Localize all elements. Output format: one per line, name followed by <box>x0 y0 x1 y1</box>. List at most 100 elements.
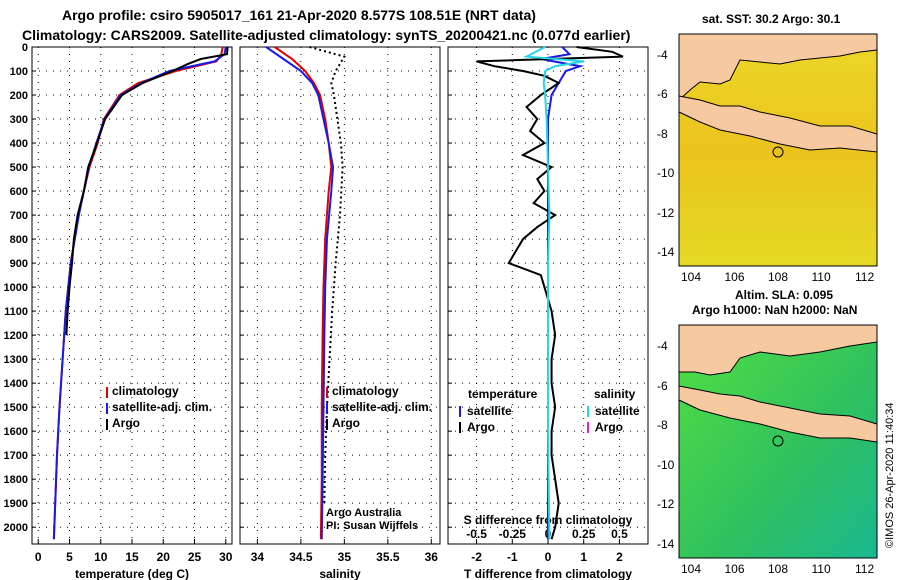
map-ytick-label: -4 <box>657 48 668 62</box>
s-tick-label: -0.5 <box>466 527 487 541</box>
height-map <box>678 324 878 559</box>
y-tick-label: 600 <box>10 186 28 198</box>
series-s-satellite <box>523 46 584 540</box>
x-tick-label: 2 <box>616 550 623 564</box>
y-tick-label: 1800 <box>4 474 28 486</box>
legend-title-temperature: temperature <box>468 387 538 401</box>
x-axis-label: T difference from climatology <box>464 567 632 580</box>
x-axis-label: salinity <box>319 567 361 580</box>
series-argo <box>309 46 346 504</box>
title-line-1: Argo profile: csiro 5905017_161 21-Apr-2… <box>62 7 536 23</box>
s-tick-label: 0.5 <box>611 527 628 541</box>
legend-label: Argo <box>595 420 623 434</box>
map-xtick-label: 110 <box>811 562 831 576</box>
map-ytick-label: -8 <box>657 418 668 433</box>
y-tick-label: 400 <box>10 138 28 150</box>
y-tick-label: 2000 <box>4 522 28 534</box>
y-tick-label: 1400 <box>4 378 28 390</box>
series-argo <box>65 46 229 336</box>
series-climatology <box>274 46 333 540</box>
map-xtick-label: 104 <box>681 270 702 284</box>
y-tick-label: 300 <box>10 114 28 126</box>
x-tick-label: 35.5 <box>376 550 400 564</box>
sst-map <box>678 33 878 267</box>
map-ytick-label: -6 <box>657 378 668 393</box>
legend-label: Argo <box>112 416 140 430</box>
map-xtick-label: 110 <box>811 270 831 284</box>
x-axis-label: temperature (deg C) <box>75 567 189 580</box>
plot-frame <box>31 46 233 545</box>
series-t-argo <box>476 46 624 540</box>
x-tick-label: -1 <box>507 550 518 564</box>
x-tick-label: 0 <box>545 550 552 564</box>
altimetry-sla-label: Altim. SLA: 0.095 <box>735 288 834 302</box>
title-line-2: Climatology: CARS2009. Satellite-adjuste… <box>22 27 631 43</box>
legend-label: satellite-adj. clim. <box>112 400 212 414</box>
y-tick-label: 1700 <box>4 450 28 462</box>
imos-credit: ©IMOS 26-Apr-2020 11:40:34 <box>884 402 896 548</box>
map-ytick-label: -14 <box>657 537 675 551</box>
map-xtick-label: 104 <box>681 562 702 576</box>
legend-label: satellite <box>595 404 640 418</box>
y-tick-label: 1300 <box>4 354 28 366</box>
legend-label: Argo <box>467 420 495 434</box>
difference-panel: -2 -1 0 1 2 T difference from climatology -0.5… <box>447 46 649 580</box>
y-tick-label: 100 <box>10 66 28 78</box>
legend-label: Argo <box>332 416 360 430</box>
map-xtick-label: 106 <box>724 562 745 576</box>
x-tick-label: 36 <box>425 550 439 564</box>
s-tick-label: -0.25 <box>499 527 527 541</box>
y-tick-label: 1900 <box>4 498 28 510</box>
map-ytick-label: -10 <box>657 457 675 472</box>
map-xtick-label: 108 <box>768 562 789 576</box>
salinity-panel: 34 34.5 35 35.5 36 salinity climatology satelli… <box>239 46 441 580</box>
x-tick-label: 34 <box>251 550 265 564</box>
x-tick-label: 20 <box>157 550 171 564</box>
x-tick-label: 5 <box>66 550 73 564</box>
x-tick-label: 1 <box>580 550 587 564</box>
temperature-panel: 0100200300400500600700800900100011001200… <box>4 42 233 580</box>
map-xtick-label: 108 <box>768 270 789 284</box>
y-tick-label: 0 <box>22 42 28 54</box>
y-tick-label: 1500 <box>4 402 28 414</box>
x-tick-label: 30 <box>219 550 233 564</box>
y-tick-label: 700 <box>10 210 28 222</box>
x-tick-label: -2 <box>471 550 482 564</box>
height-map-title: Argo h1000: NaN h2000: NaN <box>692 303 858 317</box>
annotation-text: PI: Susan Wijffels <box>326 520 418 532</box>
legend-label: climatology <box>332 384 399 398</box>
x-tick-label: 0 <box>35 550 42 564</box>
annotation-text: Argo Australia <box>326 507 402 519</box>
map-ytick-label: -10 <box>657 166 675 181</box>
map-xtick-label: 106 <box>724 270 745 284</box>
map-ytick-label: -6 <box>657 87 668 102</box>
y-tick-label: 200 <box>10 90 28 102</box>
map-ytick-label: -8 <box>657 126 668 141</box>
y-tick-label: 1000 <box>4 282 28 294</box>
legend-label: climatology <box>112 384 179 398</box>
y-tick-label: 500 <box>10 162 28 174</box>
y-tick-label: 1100 <box>4 306 28 318</box>
x-tick-label: 15 <box>125 550 139 564</box>
x-tick-label: 10 <box>94 550 108 564</box>
s-tick-label: 0.25 <box>572 527 596 541</box>
map-xtick-label: 112 <box>855 562 875 576</box>
series-climatology <box>52 46 224 540</box>
y-tick-label: 900 <box>10 258 28 270</box>
y-tick-label: 1200 <box>4 330 28 342</box>
legend-label: satellite <box>467 404 512 418</box>
x-tick-label: 25 <box>188 550 202 564</box>
series-satellite <box>52 46 227 540</box>
x-tick-label: 35 <box>338 550 352 564</box>
map-ytick-label: -12 <box>657 497 675 512</box>
map-ytick-label: -4 <box>657 339 668 353</box>
series-satellite <box>265 46 335 540</box>
map-xtick-label: 112 <box>855 270 875 284</box>
plot-frame <box>239 46 441 545</box>
y-tick-label: 800 <box>10 234 28 246</box>
sst-map-title: sat. SST: 30.2 Argo: 30.1 <box>702 12 841 26</box>
map-ytick-label: -12 <box>657 205 675 220</box>
legend-label: satellite-adj. clim. <box>332 400 432 414</box>
legend-title-salinity: salinity <box>594 387 636 401</box>
